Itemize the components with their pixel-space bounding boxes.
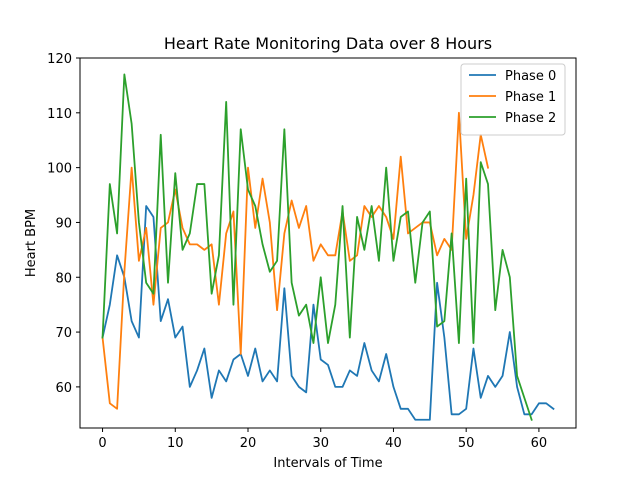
y-tick-label: 90 — [55, 216, 72, 231]
x-axis-label: Intervals of Time — [273, 456, 382, 471]
axes-layer: 0 10 20 30 40 50 60 60 70 80 90 100 110 120 — [47, 52, 547, 451]
legend-label: Phase 0 — [505, 69, 556, 84]
chart-title: Heart Rate Monitoring Data over 8 Hours — [164, 34, 492, 53]
legend: Phase 0 Phase 1 Phase 2 — [460, 63, 566, 136]
legend-label: Phase 1 — [505, 90, 556, 105]
x-tick-label: 60 — [531, 436, 548, 451]
series-line-phase-1 — [101, 111, 490, 410]
y-tick-label: 120 — [47, 52, 72, 67]
x-tick-label: 20 — [240, 436, 257, 451]
x-tick-label: 0 — [98, 436, 106, 451]
x-tick-label: 50 — [458, 436, 475, 451]
y-tick-label: 70 — [55, 326, 72, 341]
y-axis-label: Heart BPM — [24, 209, 39, 277]
y-tick-label: 110 — [47, 107, 72, 122]
x-tick-label: 30 — [312, 436, 329, 451]
y-tick-label: 60 — [55, 381, 72, 396]
y-tick-label: 100 — [47, 162, 72, 177]
x-tick-label: 10 — [167, 436, 184, 451]
legend-label: Phase 2 — [505, 111, 556, 126]
plot-frame — [79, 57, 577, 429]
series-line-phase-0 — [101, 205, 555, 421]
series-layer — [101, 73, 555, 421]
series-line-phase-2 — [101, 73, 533, 421]
y-tick-label: 80 — [55, 271, 72, 286]
x-tick-label: 40 — [385, 436, 402, 451]
